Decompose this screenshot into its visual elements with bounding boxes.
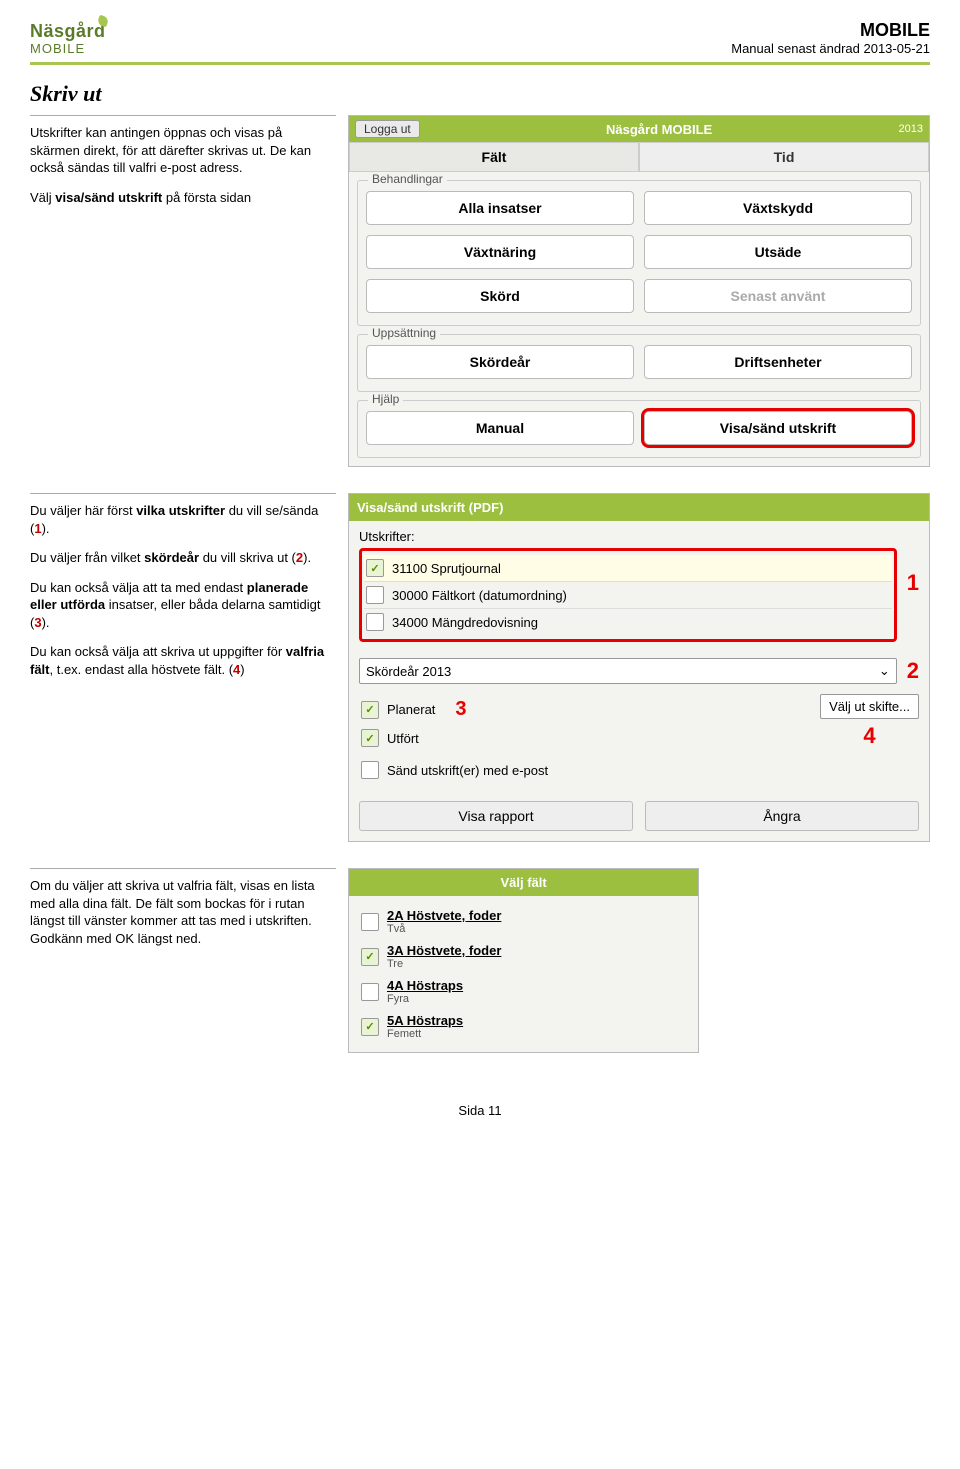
section2-p2: Du väljer från vilket skördeår du vill s… <box>30 549 330 567</box>
header-title: MOBILE <box>731 20 930 41</box>
section3-text: Om du väljer att skriva ut valfria fält,… <box>30 868 336 959</box>
angra-button[interactable]: Ångra <box>645 801 919 831</box>
ui1-year: 2013 <box>899 123 923 135</box>
btn-senast-anvant[interactable]: Senast använt <box>644 279 912 313</box>
tab-falt[interactable]: Fält <box>349 142 639 172</box>
btn-skordeår[interactable]: Skördeår <box>366 345 634 379</box>
logout-button[interactable]: Logga ut <box>355 120 420 138</box>
label-planerat: Planerat <box>387 702 435 717</box>
section2-p4: Du kan också välja att skriva ut uppgift… <box>30 643 330 678</box>
chk-report-2[interactable] <box>366 613 384 631</box>
ui1-title: Näsgård MOBILE <box>420 122 899 137</box>
legend-uppsattning: Uppsättning <box>368 326 440 340</box>
ui2-title: Visa/sänd utskrift (PDF) <box>349 494 929 521</box>
field-sub-2: Fyra <box>387 993 463 1005</box>
header-right: MOBILE Manual senast ändrad 2013-05-21 <box>731 20 930 56</box>
visa-rapport-button[interactable]: Visa rapport <box>359 801 633 831</box>
btn-vaxtnaring[interactable]: Växtnäring <box>366 235 634 269</box>
field-title-3[interactable]: 5A Höstraps <box>387 1013 463 1028</box>
btn-driftsenheter[interactable]: Driftsenheter <box>644 345 912 379</box>
field-sub-0: Två <box>387 923 501 935</box>
section2-text: Du väljer här först vilka utskrifter du … <box>30 493 336 690</box>
ui3-title: Välj fält <box>349 869 698 896</box>
btn-utsade[interactable]: Utsäde <box>644 235 912 269</box>
chk-field-3[interactable] <box>361 1018 379 1036</box>
section2-p3: Du kan också välja att ta med endast pla… <box>30 579 330 632</box>
section1-para2: Välj visa/sänd utskrift på första sidan <box>30 189 330 207</box>
valj-ut-skifte-button[interactable]: Välj ut skifte... <box>820 694 919 719</box>
field-title-0[interactable]: 2A Höstvete, foder <box>387 908 501 923</box>
reports-highlight: 31100 Sprutjournal 30000 Fältkort (datum… <box>359 548 897 642</box>
field-title-1[interactable]: 3A Höstvete, foder <box>387 943 501 958</box>
report-label-1: 30000 Fältkort (datumordning) <box>392 588 567 603</box>
section1-text: Utskrifter kan antingen öppnas och visas… <box>30 115 336 218</box>
btn-manual[interactable]: Manual <box>366 411 634 445</box>
section2-p1: Du väljer här först vilka utskrifter du … <box>30 502 330 537</box>
section1-para1: Utskrifter kan antingen öppnas och visas… <box>30 124 330 177</box>
ui1-panel: Logga ut Näsgård MOBILE 2013 Fält Tid Be… <box>348 115 930 467</box>
annot-2: 2 <box>907 658 919 684</box>
tab-tid[interactable]: Tid <box>639 142 929 172</box>
logo-top: Näsgård <box>30 22 106 42</box>
chk-planerat[interactable] <box>361 701 379 719</box>
utskrifter-label: Utskrifter: <box>359 529 919 544</box>
chk-field-1[interactable] <box>361 948 379 966</box>
logo-bottom: MOBILE <box>30 42 106 56</box>
field-title-2[interactable]: 4A Höstraps <box>387 978 463 993</box>
section-heading: Skriv ut <box>30 81 930 107</box>
chk-report-0[interactable] <box>366 559 384 577</box>
annot-1: 1 <box>907 570 919 596</box>
chk-utfort[interactable] <box>361 729 379 747</box>
ui3-panel: Välj fält 2A Höstvete, foder Två 3A Höst… <box>348 868 699 1053</box>
chevron-down-icon: ⌄ <box>879 663 890 679</box>
label-sand-epost: Sänd utskrift(er) med e-post <box>387 763 548 778</box>
header-sub: Manual senast ändrad 2013-05-21 <box>731 41 930 56</box>
chk-sand-epost[interactable] <box>361 761 379 779</box>
section3-p1: Om du väljer att skriva ut valfria fält,… <box>30 877 330 947</box>
btn-vaxtskydd[interactable]: Växtskydd <box>644 191 912 225</box>
field-sub-1: Tre <box>387 958 501 970</box>
skordeår-select[interactable]: Skördeår 2013 ⌄ <box>359 658 897 684</box>
ui2-panel: Visa/sänd utskrift (PDF) Utskrifter: 311… <box>348 493 930 842</box>
report-label-0: 31100 Sprutjournal <box>392 561 501 576</box>
logo: Näsgård MOBILE <box>30 22 106 56</box>
chk-field-0[interactable] <box>361 913 379 931</box>
btn-skord[interactable]: Skörd <box>366 279 634 313</box>
annot-4: 4 <box>820 723 919 749</box>
btn-visa-sand-utskrift[interactable]: Visa/sänd utskrift <box>644 411 912 445</box>
label-utfort: Utfört <box>387 731 419 746</box>
chk-report-1[interactable] <box>366 586 384 604</box>
annot-3: 3 <box>455 698 466 721</box>
page-footer: Sida 11 <box>30 1103 930 1118</box>
legend-behandlingar: Behandlingar <box>368 172 447 186</box>
field-sub-3: Femett <box>387 1028 463 1040</box>
report-label-2: 34000 Mängdredovisning <box>392 615 538 630</box>
btn-alla-insatser[interactable]: Alla insatser <box>366 191 634 225</box>
chk-field-2[interactable] <box>361 983 379 1001</box>
legend-hjalp: Hjälp <box>368 392 403 406</box>
